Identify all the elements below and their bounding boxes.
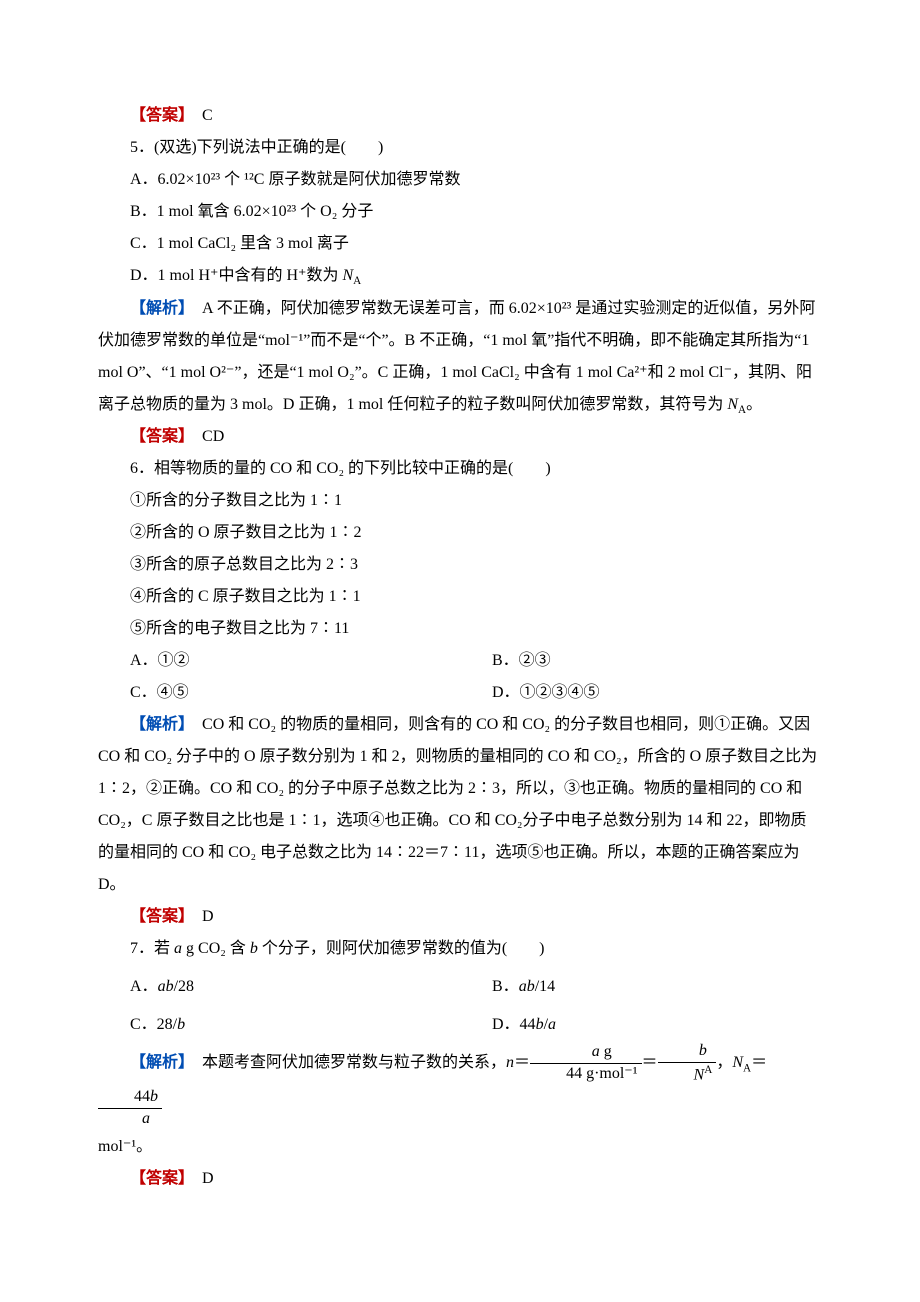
answer-label: 【答案】 [130, 428, 186, 445]
q7-eq-NA-sub: A [743, 1063, 751, 1075]
q6-analysis: 【解析】 CO 和 CO₂ 的物质的量相同，则含有的 CO 和 CO₂ 的分子数… [98, 709, 822, 901]
q5-analysis: 【解析】 A 不正确，阿伏加德罗常数无误差可言，而 6.02×10²³ 是通过实… [98, 293, 822, 422]
q7-a-val: ab [158, 978, 174, 995]
q5-analysis-sub: A [738, 404, 746, 416]
frac3-den: a [98, 1109, 162, 1130]
analysis-label: 【解析】 [130, 300, 186, 317]
answer-label: 【答案】 [130, 107, 186, 124]
q7-answer-line: 【答案】 D [98, 1163, 822, 1195]
q6-item-5: ⑤所含的电子数目之比为 7∶11 [98, 613, 822, 645]
q7-eq-eq3: ＝ [751, 1054, 767, 1071]
q7-b-pre: B． [492, 978, 519, 995]
frac2-den-sup: A [704, 1064, 712, 1076]
document-page: 【答案】 C 5．(双选)下列说法中正确的是( ) A．6.02×10²³ 个 … [0, 0, 920, 1255]
frac2-num: b [658, 1041, 717, 1063]
q7-option-d: D．44b/a [460, 1009, 822, 1041]
q5-analysis-text: A 不正确，阿伏加德罗常数无误差可言，而 6.02×10²³ 是通过实验测定的近… [98, 300, 815, 413]
q5-answer: CD [202, 428, 224, 445]
answer-label: 【答案】 [130, 1170, 186, 1187]
q7-stem: 7．若 a g CO₂ 含 b 个分子，则阿伏加德罗常数的值为( ) [98, 933, 822, 965]
q5-analysis-var: N [727, 396, 738, 413]
q6-option-a: A．①② [98, 645, 460, 677]
q6-item-1: ①所含的分子数目之比为 1∶1 [98, 485, 822, 517]
q7-c-pre: C．28/ [130, 1016, 177, 1033]
q7-stem-a: a [174, 940, 182, 957]
q5-answer-line: 【答案】 CD [98, 421, 822, 453]
analysis-label: 【解析】 [130, 1054, 186, 1071]
q6-option-d: D．①②③④⑤ [460, 677, 822, 709]
q7-eq-eq2: ＝ [642, 1054, 658, 1071]
q6-option-b: B．②③ [460, 645, 822, 677]
q7-analysis-pre: 本题考查阿伏加德罗常数与粒子数的关系， [202, 1054, 506, 1071]
q6-options-row2: C．④⑤ D．①②③④⑤ [98, 677, 822, 709]
q5-option-d: D．1 mol H⁺中含有的 H⁺数为 NA [98, 260, 822, 293]
q7-d-val2: a [548, 1016, 556, 1033]
q6-answer-line: 【答案】 D [98, 901, 822, 933]
q7-analysis: 【解析】 本题考查阿伏加德罗常数与粒子数的关系，n＝a g44 g·mol⁻¹＝… [98, 1041, 822, 1131]
q5-option-b: B．1 mol 氧含 6.02×10²³ 个 O₂ 分子 [98, 196, 822, 228]
q4-answer: C [202, 107, 213, 124]
q5-analysis-tail: 。 [746, 396, 762, 413]
q7-eq-n: n [506, 1054, 514, 1071]
q6-options-row1: A．①② B．②③ [98, 645, 822, 677]
q7-stem-pre: 7．若 [130, 940, 174, 957]
q7-d-val: b [536, 1016, 544, 1033]
q6-item-4: ④所含的 C 原子数目之比为 1∶1 [98, 581, 822, 613]
frac1-den: 44 g·mol⁻¹ [530, 1064, 641, 1085]
q7-tail3: 。 [136, 1138, 152, 1155]
q5-option-a: A．6.02×10²³ 个 ¹²C 原子数就是阿伏加德罗常数 [98, 164, 822, 196]
q7-a-pre: A． [130, 978, 158, 995]
q7-options-row1: A．ab/28 B．ab/14 [98, 971, 822, 1003]
q7-option-c: C．28/b [98, 1009, 460, 1041]
q7-option-b: B．ab/14 [460, 971, 822, 1003]
q7-b-post: /14 [535, 978, 555, 995]
fraction-3: 44ba [98, 1087, 162, 1130]
q5-option-c: C．1 mol CaCl₂ 里含 3 mol 离子 [98, 228, 822, 260]
analysis-label: 【解析】 [130, 716, 186, 733]
q7-eq-eq1: ＝ [514, 1054, 530, 1071]
q7-options-row2: C．28/b D．44b/a [98, 1009, 822, 1041]
q7-d-pre: D．44 [492, 1016, 536, 1033]
frac3-num-var: b [150, 1088, 158, 1105]
q6-option-c: C．④⑤ [98, 677, 460, 709]
q7-c-val: b [177, 1016, 185, 1033]
answer-label: 【答案】 [130, 908, 186, 925]
q7-tail1: mol [98, 1138, 123, 1155]
q5-d-var: N [342, 267, 353, 284]
q7-answer: D [202, 1170, 214, 1187]
q6-stem: 6．相等物质的量的 CO 和 CO₂ 的下列比较中正确的是( ) [98, 453, 822, 485]
frac1-num-unit: g [600, 1043, 612, 1060]
q7-a-post: /28 [174, 978, 194, 995]
q7-option-a: A．ab/28 [98, 971, 460, 1003]
q6-analysis-text: CO 和 CO₂ 的物质的量相同，则含有的 CO 和 CO₂ 的分子数目也相同，… [98, 716, 817, 893]
q7-stem-mid2: 个分子，则阿伏加德罗常数的值为( ) [258, 940, 545, 957]
q5-d-pre: D．1 mol H⁺中含有的 H⁺数为 [130, 267, 342, 284]
q7-tail2: ⁻¹ [123, 1138, 136, 1155]
fraction-2: bNA [658, 1041, 717, 1086]
q7-stem-mid1: g CO₂ 含 [182, 940, 250, 957]
q7-stem-b: b [250, 940, 258, 957]
q7-b-val: ab [519, 978, 535, 995]
q4-answer-line: 【答案】 C [98, 100, 822, 132]
fraction-1: a g 44 g·mol⁻¹ [530, 1042, 641, 1085]
q7-eq-comma: ， [716, 1054, 732, 1071]
frac1-num-var: a [592, 1043, 600, 1060]
frac2-den-var: N [694, 1066, 705, 1083]
q6-item-2: ②所含的 O 原子数目之比为 1∶2 [98, 517, 822, 549]
q6-answer: D [202, 908, 214, 925]
q7-analysis-tail-line: mol⁻¹。 [98, 1131, 822, 1163]
q7-eq-NA-N: N [732, 1054, 743, 1071]
q6-item-3: ③所含的原子总数目之比为 2∶3 [98, 549, 822, 581]
frac3-num-pre: 44 [134, 1088, 150, 1105]
q5-stem: 5．(双选)下列说法中正确的是( ) [98, 132, 822, 164]
q5-d-sub: A [353, 275, 361, 287]
